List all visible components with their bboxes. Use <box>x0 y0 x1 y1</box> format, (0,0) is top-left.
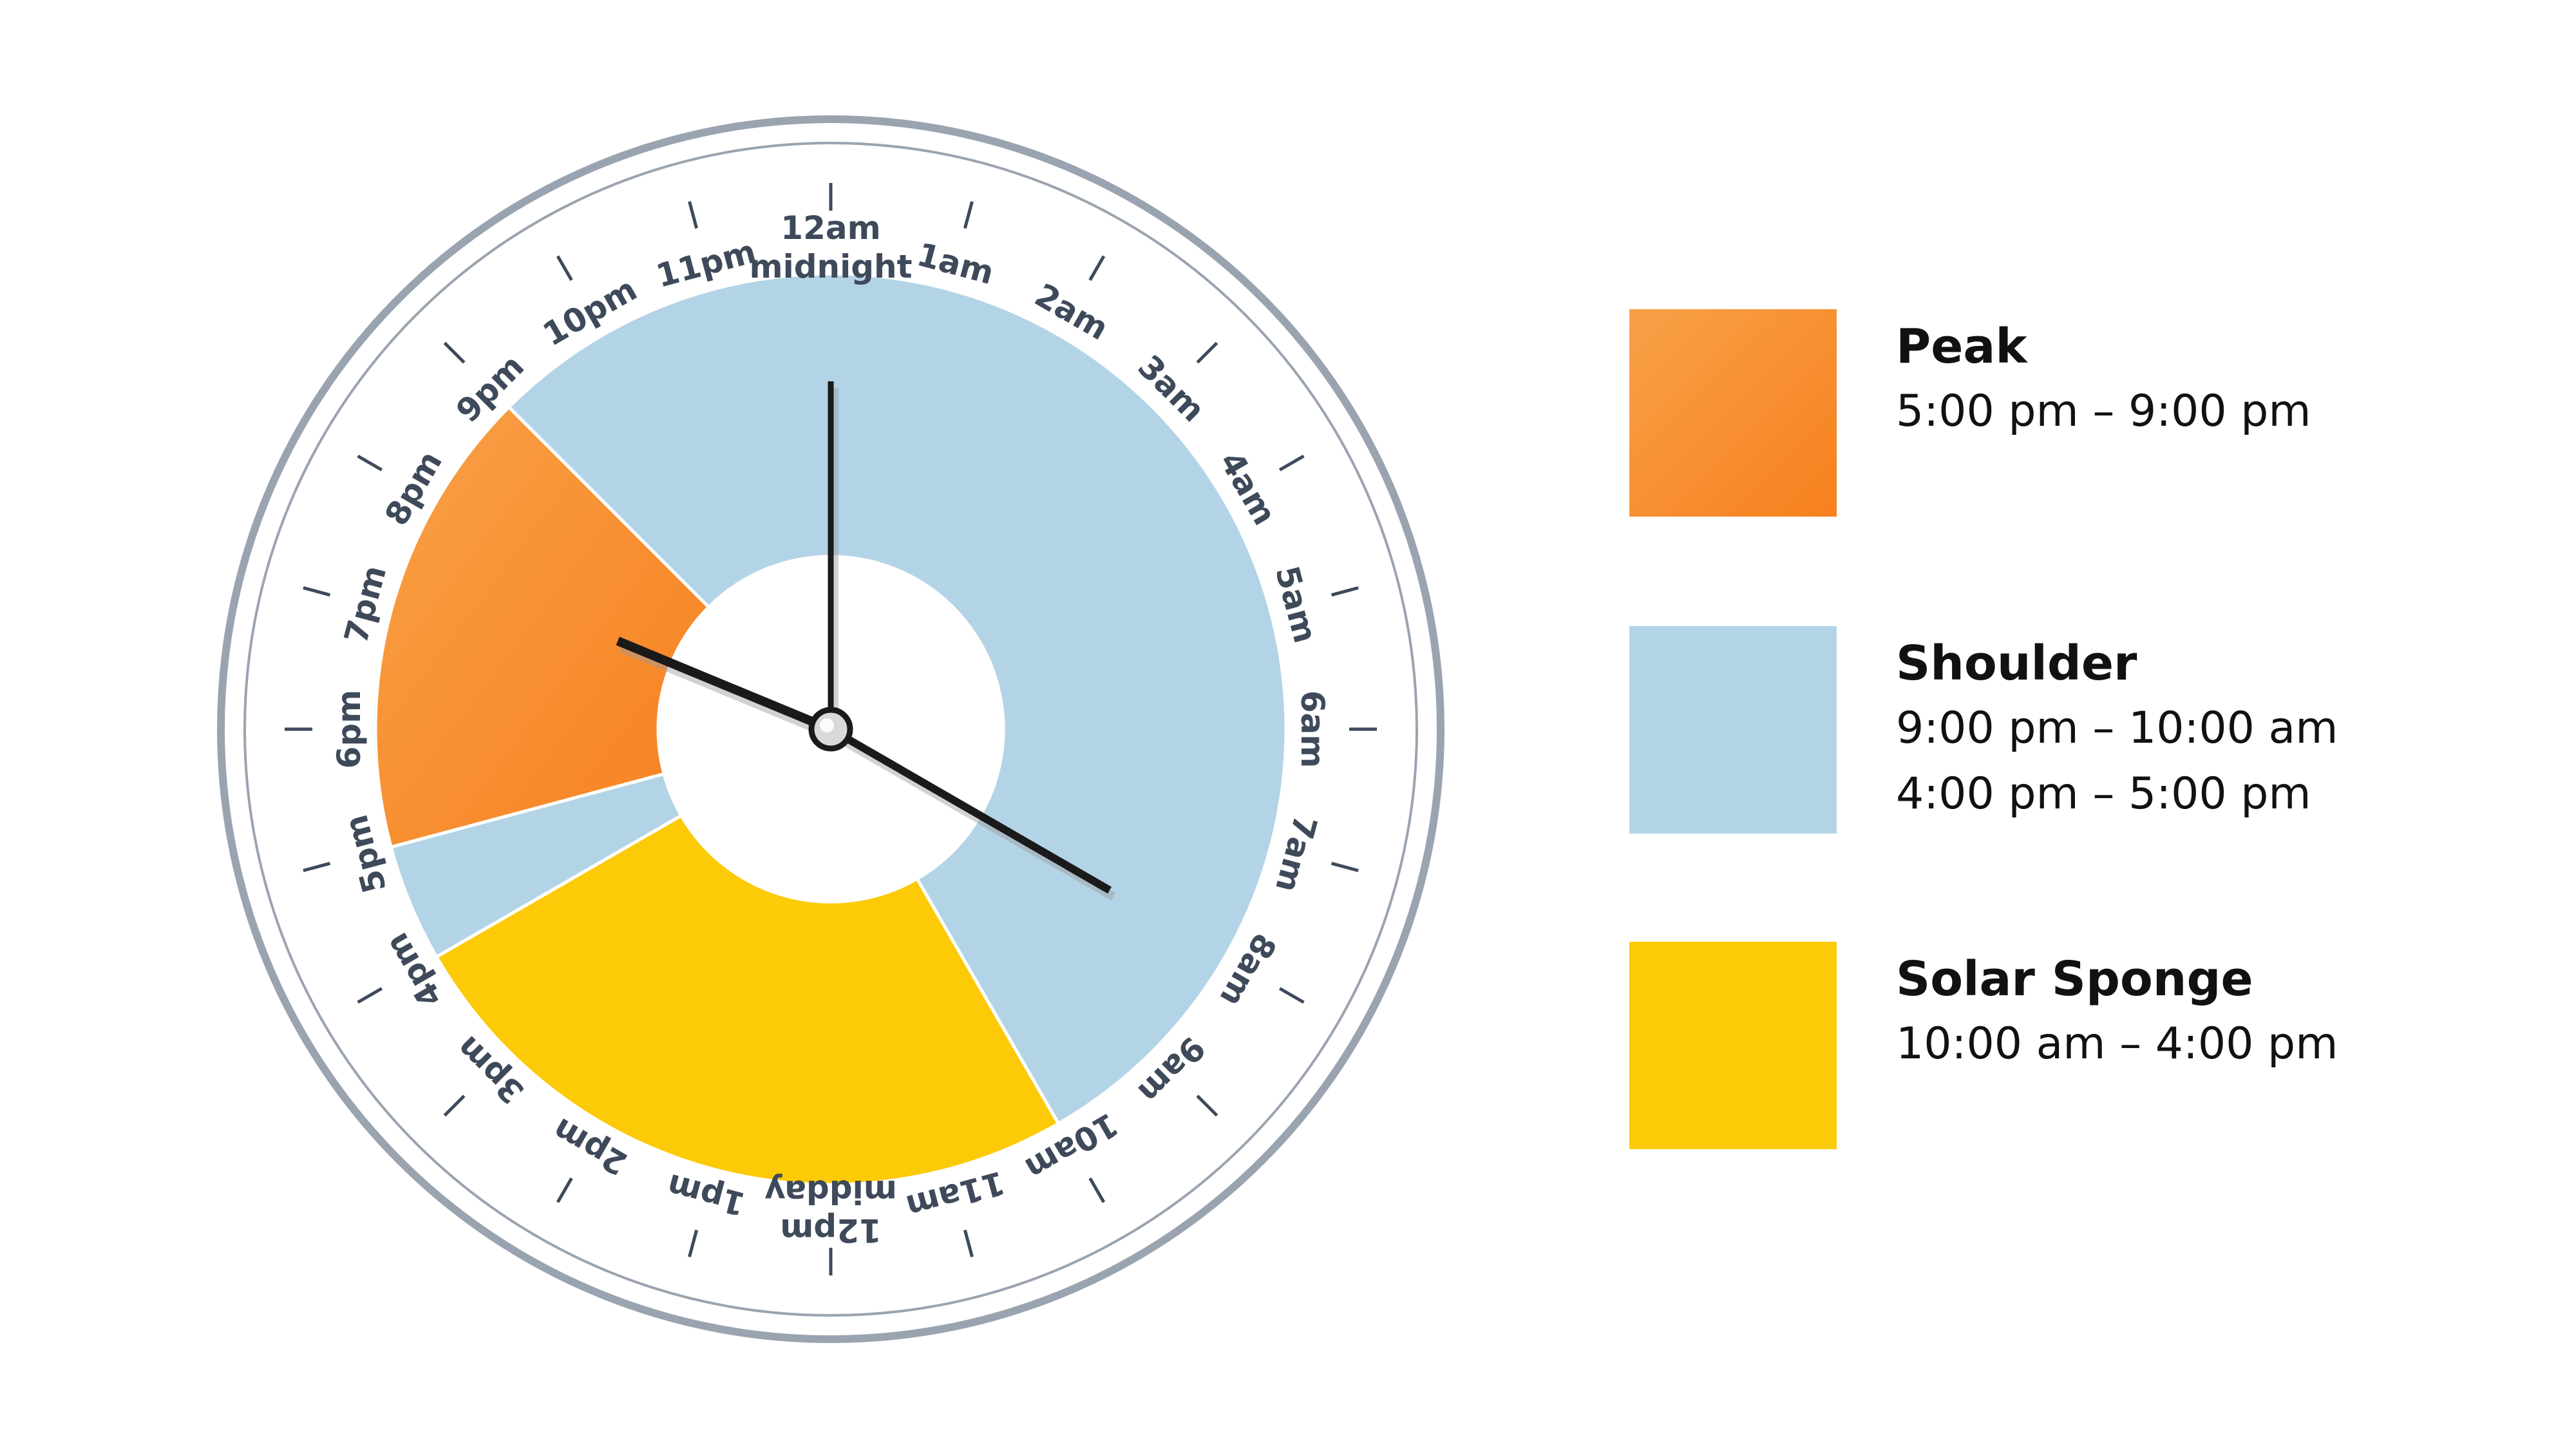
hour-label-18: 6pm <box>330 690 368 769</box>
hour-tick <box>357 987 383 1004</box>
legend-range: 9:00 pm – 10:00 am <box>1896 703 2338 754</box>
hour-tick <box>1088 1177 1106 1203</box>
hour-tick <box>303 586 331 597</box>
hour-tick <box>1278 454 1305 472</box>
hour-tick <box>556 1177 573 1203</box>
hour-tick <box>963 201 974 229</box>
hour-ticks <box>285 183 1377 1275</box>
hour-tick <box>556 255 573 281</box>
hour-label-line: 12am <box>781 209 880 247</box>
clock-bezel-inner <box>243 142 1418 1317</box>
hour-tick <box>443 341 466 364</box>
legend-range: 4:00 pm – 5:00 pm <box>1896 768 2311 819</box>
hour-label-12: 12pmmidday <box>764 1173 897 1249</box>
hour-label-line: 6pm <box>330 690 368 769</box>
legend-item-solar-sponge: Solar Sponge 10:00 am – 4:00 pm <box>1629 942 2531 1154</box>
legend-text-shoulder: Shoulder 9:00 pm – 10:00 am 4:00 pm – 5:… <box>1896 631 2338 827</box>
hour-hand <box>616 636 833 734</box>
hour-label-0: 12am midnight <box>749 209 912 285</box>
hour-tick <box>688 201 699 229</box>
legend-swatch-shoulder <box>1629 626 1837 834</box>
hour-tick <box>1331 586 1359 597</box>
hour-label-line: 12pm <box>780 1212 881 1249</box>
hour-label-line: 6am <box>1294 691 1331 768</box>
legend-swatch-peak <box>1629 309 1837 517</box>
hour-label-line: midday <box>764 1173 897 1210</box>
legend-item-shoulder: Shoulder 9:00 pm – 10:00 am 4:00 pm – 5:… <box>1629 626 2531 839</box>
legend: Peak 5:00 pm – 9:00 pm Shoulder 9:00 pm … <box>1629 309 2531 1159</box>
hour-tick <box>1196 341 1218 364</box>
legend-text-solar-sponge: Solar Sponge 10:00 am – 4:00 pm <box>1896 947 2338 1077</box>
hour-tick <box>1278 987 1305 1004</box>
hour-tick <box>963 1229 974 1257</box>
legend-range: 10:00 am – 4:00 pm <box>1896 1018 2338 1069</box>
legend-name: Shoulder <box>1896 636 2137 691</box>
long-hand <box>828 725 1112 894</box>
hour-tick <box>443 1094 466 1117</box>
hour-tick <box>303 861 331 872</box>
legend-name: Peak <box>1896 319 2027 374</box>
legend-item-peak: Peak 5:00 pm – 9:00 pm <box>1629 309 2531 522</box>
hour-tick <box>1088 255 1106 281</box>
hour-tick <box>1331 861 1359 872</box>
hour-tick <box>1196 1094 1218 1117</box>
hour-label-6: 6am <box>1294 691 1331 768</box>
hour-tick <box>357 454 383 472</box>
legend-range: 5:00 pm – 9:00 pm <box>1896 386 2311 437</box>
clock-hub-highlight <box>820 718 834 732</box>
hour-tick <box>688 1229 699 1257</box>
legend-swatch-solar-sponge <box>1629 942 1837 1149</box>
hour-label-line: midnight <box>749 248 912 285</box>
legend-name: Solar Sponge <box>1896 951 2253 1007</box>
clock-hands <box>616 381 1116 901</box>
tariff-segments <box>374 272 1288 1187</box>
legend-text-peak: Peak 5:00 pm – 9:00 pm <box>1896 314 2311 444</box>
